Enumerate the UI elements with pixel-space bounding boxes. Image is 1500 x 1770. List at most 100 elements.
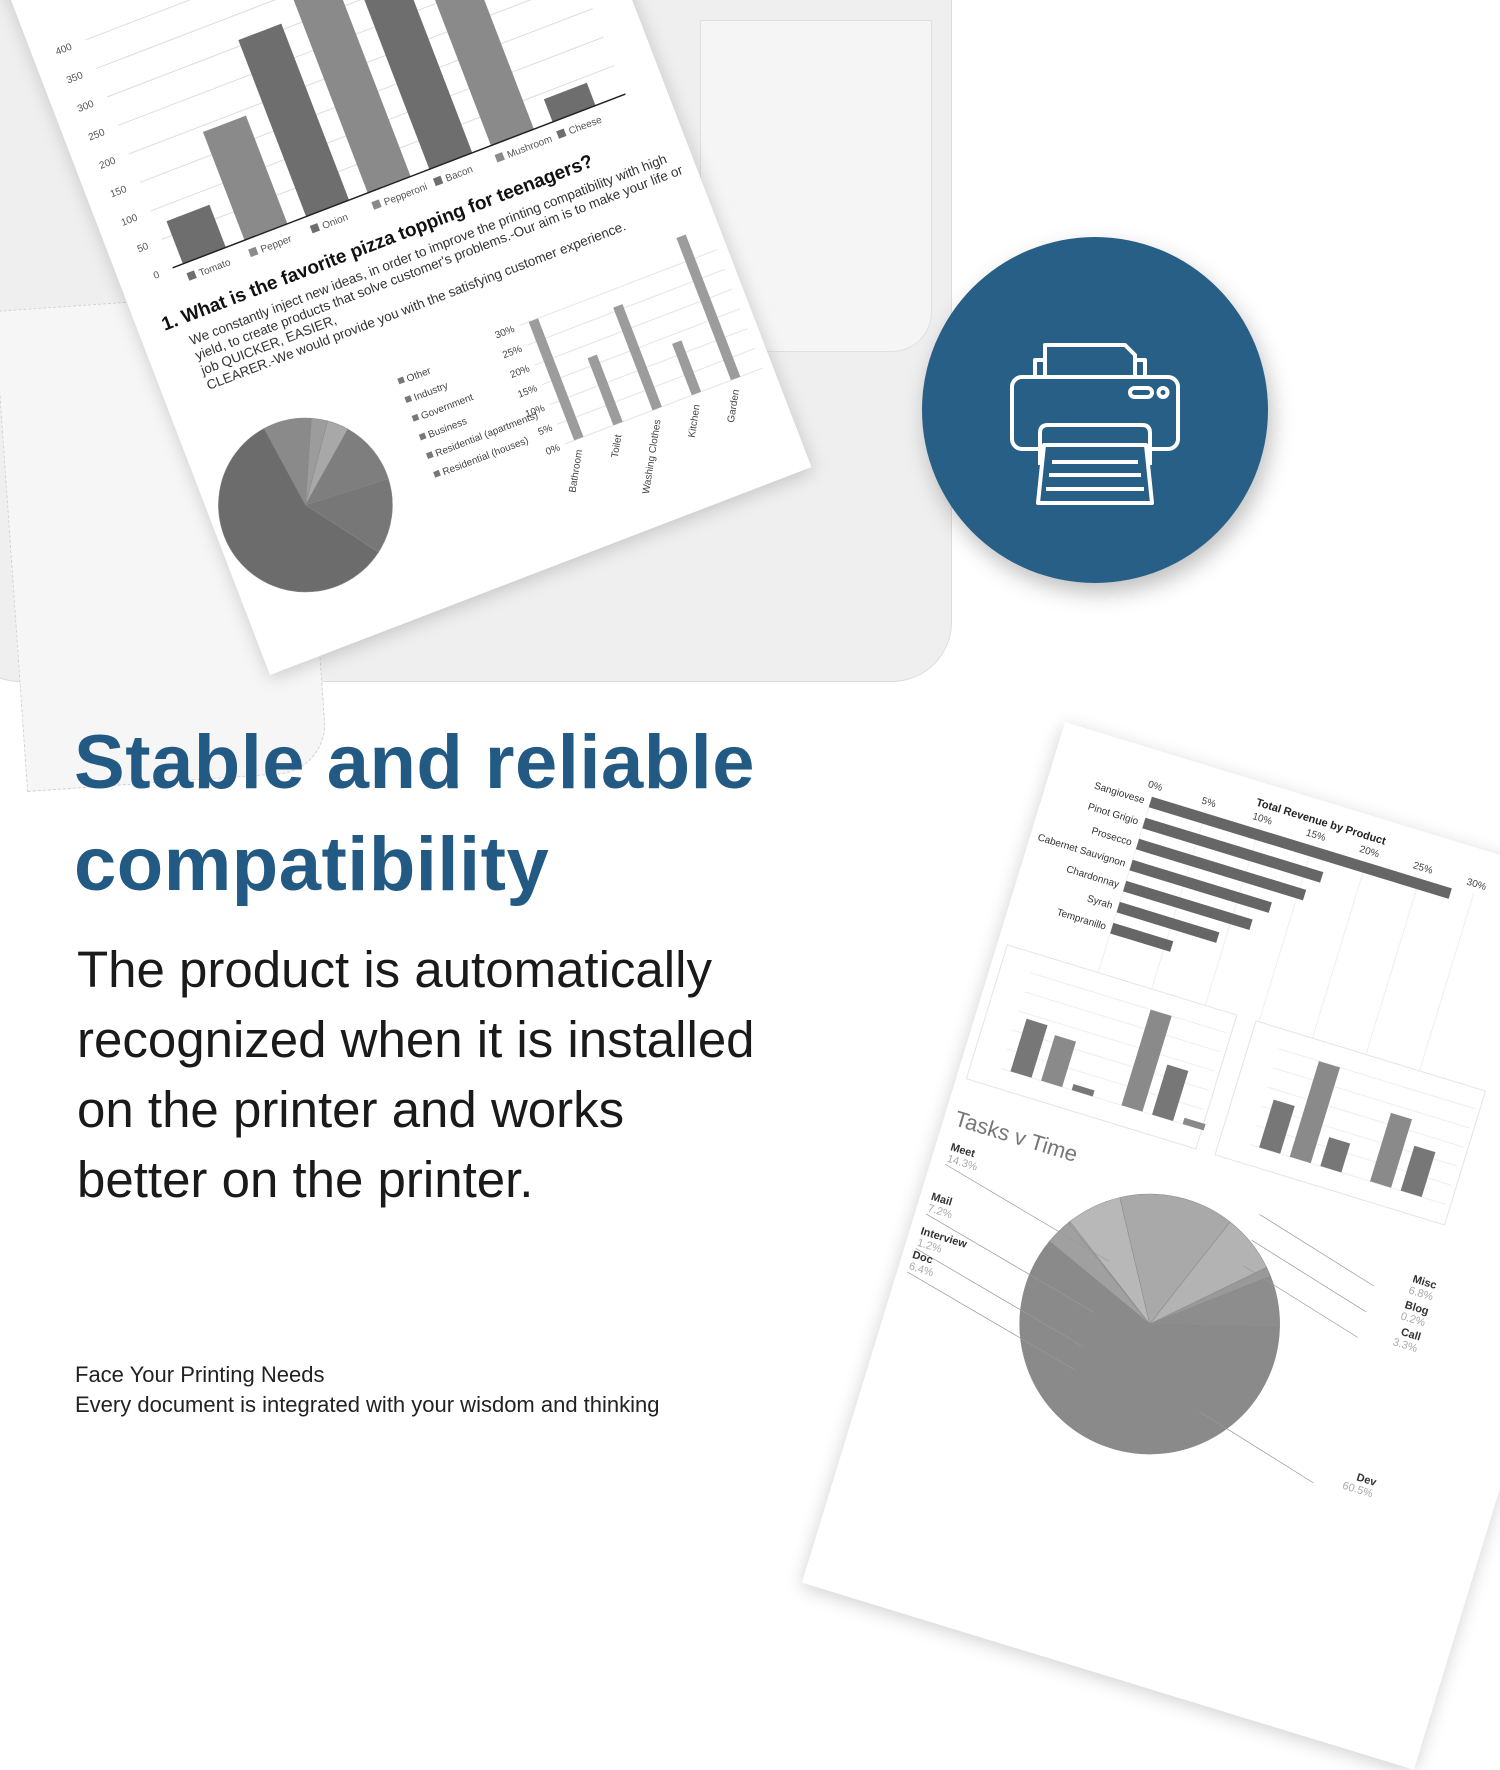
bar [1135,838,1307,901]
footer: Face Your Printing Needs Every document … [75,1360,660,1420]
bar [1071,1084,1095,1097]
bar [1148,796,1452,899]
x-tick-label: 0% [1147,779,1164,794]
pie-label: Mail [930,1191,954,1209]
x-tick-label: Washing Clothes [641,419,664,495]
printed-page-left: 0 50 100 150 200 250 300 350 400 Tomato Pepper Onio… [0,0,812,675]
y-tick-label: Pinot Grigio [1086,802,1140,828]
y-tick-label: Tempranillo [1055,907,1108,933]
bar [1110,922,1174,952]
pie-slice [304,478,393,553]
legend-label: Pepper [259,233,294,255]
bar [587,354,623,426]
leader-line [945,1164,1110,1262]
bar [1370,1112,1413,1188]
pie-label: Doc [911,1249,934,1267]
y-tick-label: 250 [87,127,107,143]
printer-icon [1010,343,1180,505]
bar [1129,859,1272,913]
bar [1289,1061,1341,1164]
x-tick-label: 15% [1305,828,1327,844]
legend-swatch [397,376,406,385]
y-tick-label: 350 [65,70,85,86]
description-line: on the printer and works [77,1081,625,1138]
leader-line [1259,1214,1374,1287]
pie-slice [218,428,379,593]
printed-page-right: Total Revenue by Product 0% 5% 10% 15% 20% 25%… [801,722,1500,1770]
gridline [557,347,756,425]
x-tick-label: 25% [1412,860,1434,876]
legend-label: Tomato [198,257,233,279]
bar [1320,1137,1351,1173]
legend-swatch [411,413,420,422]
headline-line: Stable and reliable [74,720,756,805]
bar [1121,1009,1172,1112]
gridline [1000,1067,1198,1129]
y-tick-label: Sangiovese [1093,781,1147,807]
chart-frame [965,944,1238,1150]
y-tick-label: Prosecco [1090,826,1133,849]
headline: Stable and reliable compatibility [74,712,755,916]
gridline [519,249,718,327]
legend-swatch [433,469,441,478]
y-tick-label: Syrah [1086,893,1114,911]
legend-swatch [432,175,444,187]
x-tick-label: 5% [1200,796,1217,811]
sub-tagline: Every document is integrated with your w… [75,1392,660,1417]
bar [528,318,584,441]
bar [254,0,411,193]
gridline [1278,1048,1475,1110]
gridline [534,288,733,366]
description-line: The product is automatically [77,941,712,998]
bar [1400,1145,1436,1198]
chart-frame [1214,1020,1487,1226]
y-tick-label: 150 [109,184,129,200]
leader-line [1251,1239,1366,1312]
gridline [95,0,550,70]
y-tick-label: 0% [544,442,562,457]
headline-line: compatibility [74,822,550,907]
bar [357,0,473,170]
x-tick-label: 20% [1358,844,1380,860]
x-tick-label: 10% [1251,811,1273,827]
legend-swatch [404,395,413,403]
x-tick-label: Kitchen [687,404,703,439]
legend-label: Pepperoni [383,182,430,209]
gridline [549,328,748,405]
bar [1010,1018,1048,1078]
leader-line [915,1248,1084,1347]
gridline [85,0,539,41]
bar [672,340,702,396]
y-tick-label: 30% [494,324,517,341]
legend-swatch [494,152,505,163]
gridline [526,268,726,346]
bar [613,304,662,411]
y-tick-label: 25% [501,344,524,361]
bar [238,23,350,217]
gridline [1018,1010,1215,1072]
bar [1182,1117,1206,1131]
pie-slice [1119,1193,1231,1325]
legend-swatch [371,199,382,210]
bar [543,82,596,122]
legend-swatch [186,270,197,281]
bar [1259,1099,1295,1154]
y-tick-label: 300 [76,98,96,114]
tagline: Face Your Printing Needs [75,1362,325,1387]
description-line: better on the printer. [77,1151,534,1208]
pie-slice [304,428,389,506]
bar [1041,1035,1077,1088]
bar [1116,901,1220,943]
bar [676,234,741,381]
legend-label: Cheese [567,115,604,138]
bar [1152,1064,1189,1122]
gridline [1272,1067,1470,1129]
gridline [1024,991,1221,1053]
bar [1123,880,1253,931]
printer-badge [922,237,1268,583]
x-axis [172,93,626,269]
x-tick-label: 30% [1465,877,1487,893]
gridline [1030,972,1227,1034]
y-tick-label: 200 [98,155,118,171]
description-line: recognized when it is installed [77,1011,755,1068]
